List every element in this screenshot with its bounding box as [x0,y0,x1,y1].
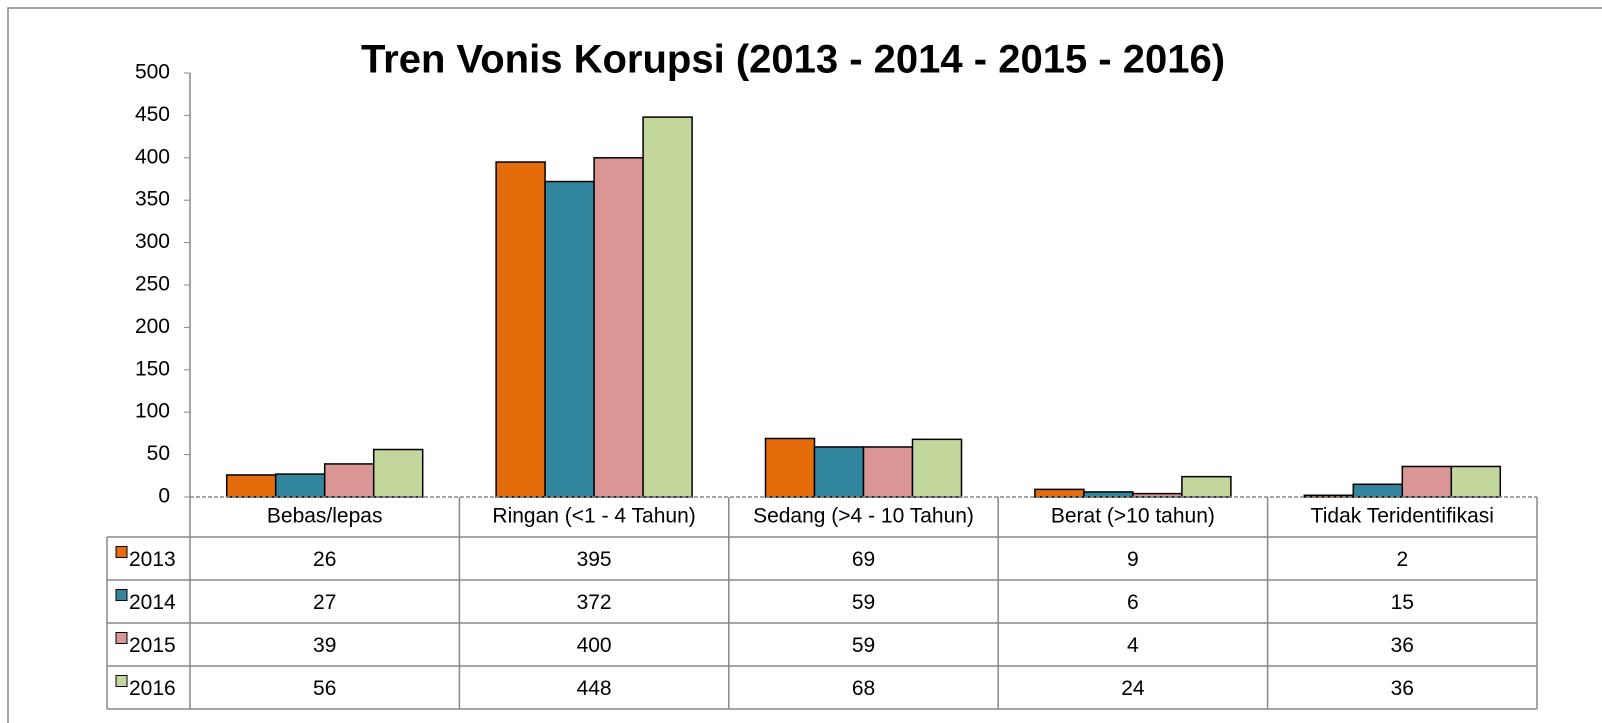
table-value: 6 [1127,591,1139,614]
table-value: 448 [577,677,612,700]
bar [1083,491,1134,498]
y-tick-label: 400 [135,145,170,168]
table-value: 24 [1121,677,1145,700]
legend-swatch [115,675,128,687]
table-value: 9 [1127,548,1139,571]
legend-label: 2016 [129,677,176,700]
x-tick-label: Sedang (>4 - 10 Tahun) [753,505,974,528]
legend-label: 2014 [129,591,176,614]
bar [1034,488,1085,498]
table-value: 36 [1391,677,1414,700]
y-tick-label: 350 [135,188,170,211]
bar [544,180,595,498]
chart-title: Tren Vonis Korupsi (2013 - 2014 - 2015 -… [361,38,1225,82]
x-tick-label: Bebas/lepas [267,505,383,528]
table-value: 4 [1127,634,1139,657]
legend-label: 2013 [129,548,176,571]
table-value: 69 [852,548,875,571]
y-tick-label: 500 [135,61,170,84]
x-tick-label: Berat (>10 tahun) [1051,505,1215,528]
table-value: 59 [852,634,875,657]
bar [813,446,865,498]
y-tick-label: 150 [135,357,170,380]
legend-label: 2015 [129,634,176,657]
bar [1450,465,1502,498]
bar [274,473,326,498]
y-tick-label: 450 [135,103,170,126]
table-value: 36 [1391,634,1414,657]
table-value: 372 [577,591,612,614]
bar [225,474,277,498]
y-tick-label: 300 [135,230,170,253]
bar [323,463,375,498]
y-tick-label: 100 [135,400,170,423]
table-value: 395 [577,548,612,571]
legend-swatch [115,589,128,601]
bar [642,116,693,498]
chart-border [7,7,1602,723]
y-tick-label: 200 [135,315,170,338]
table-value: 400 [577,634,612,657]
bar [1181,475,1232,498]
bar [911,438,963,498]
legend-swatch [115,632,128,644]
bar [1401,465,1453,498]
bar [372,448,424,498]
legend-swatch [115,546,128,558]
table-value: 15 [1391,591,1414,614]
table-value: 59 [852,591,875,614]
y-tick-label: 50 [147,442,170,465]
table-value: 26 [313,548,336,571]
y-tick-label: 0 [158,485,170,508]
x-tick-label: Ringan (<1 - 4 Tahun) [492,505,695,528]
table-value: 68 [852,677,875,700]
bar [764,437,816,498]
bar [1352,483,1404,498]
table-value: 2 [1396,548,1408,571]
bar [862,446,914,498]
bar [593,157,644,498]
y-tick-label: 250 [135,273,170,296]
x-tick-label: Tidak Teridentifikasi [1311,505,1494,528]
bar [495,161,546,498]
table-value: 27 [313,591,336,614]
table-value: 39 [313,634,336,657]
table-value: 56 [313,677,336,700]
